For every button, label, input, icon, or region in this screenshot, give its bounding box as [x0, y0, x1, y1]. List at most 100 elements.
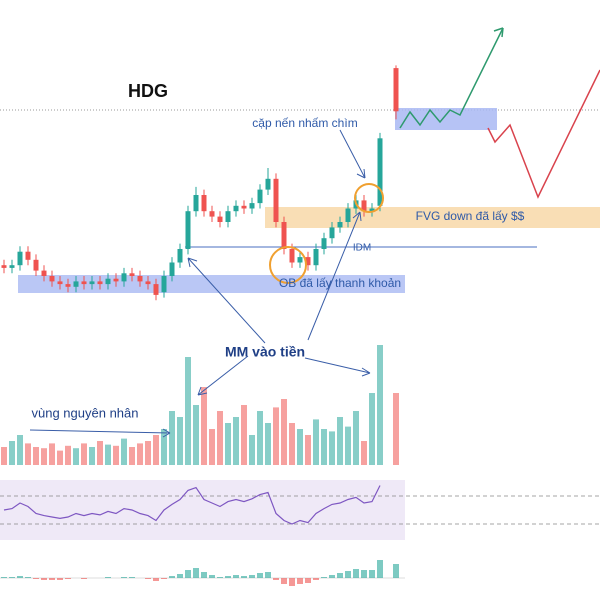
- volume-bar: [153, 435, 159, 465]
- macd-bar: [337, 573, 343, 578]
- candle-body: [57, 281, 63, 285]
- macd-bar: [81, 578, 87, 579]
- volume-bar: [209, 429, 215, 465]
- rsi-line: [3, 485, 381, 525]
- macd-bar: [297, 578, 303, 584]
- macd-bar: [201, 572, 207, 578]
- chart-title: HDG: [128, 81, 168, 101]
- macd-bar: [145, 578, 151, 579]
- macd-bar: [153, 578, 159, 581]
- volume-bar: [265, 423, 271, 465]
- macd-bar: [17, 576, 23, 578]
- candle-body: [41, 270, 47, 276]
- macd-bar: [265, 572, 271, 578]
- volume-bar: [257, 411, 263, 465]
- candle-body: [313, 249, 319, 266]
- macd-bar: [49, 578, 55, 580]
- macd-bar: [65, 578, 71, 579]
- candle-body: [9, 265, 15, 268]
- volume-bar: [233, 417, 239, 465]
- volume-bar: [33, 447, 39, 465]
- candle-body: [153, 284, 159, 295]
- volume-bar: [89, 447, 95, 465]
- volume-bar: [353, 411, 359, 465]
- volume-bar: [249, 435, 255, 465]
- macd-bar: [273, 578, 279, 580]
- volume-bar: [25, 443, 31, 465]
- volume-bar: [361, 441, 367, 465]
- volume-bar: [393, 393, 399, 465]
- macd-bar: [241, 576, 247, 578]
- candle-body: [161, 276, 167, 293]
- candle-body: [89, 281, 95, 285]
- candle-body: [281, 222, 287, 249]
- macd-bar: [329, 575, 335, 578]
- candle-body: [209, 211, 215, 217]
- volume-bar: [185, 357, 191, 465]
- macd-bar: [289, 578, 295, 586]
- annotation: vùng nguyên nhân: [32, 405, 139, 420]
- candle-body: [305, 257, 311, 266]
- macd-bar: [209, 575, 215, 578]
- macd-bar: [41, 578, 47, 580]
- macd-bar: [353, 569, 359, 578]
- macd-bar: [33, 578, 39, 579]
- macd-bar: [25, 577, 31, 578]
- candle-body: [201, 195, 207, 212]
- candle-body: [361, 200, 367, 212]
- candle-body: [121, 273, 127, 282]
- candle-body: [81, 281, 87, 285]
- macd-bar: [305, 578, 311, 583]
- macd-bar: [105, 577, 111, 578]
- macd-bar: [217, 577, 223, 578]
- candle-body: [265, 178, 271, 190]
- macd-bar: [281, 578, 287, 584]
- volume-bar: [329, 431, 335, 465]
- macd-bar: [185, 570, 191, 578]
- annotation: cặp nến nhấm chìm: [252, 116, 357, 130]
- volume-bar: [273, 407, 279, 465]
- candle-body: [97, 281, 103, 285]
- candle-body: [129, 273, 135, 276]
- volume-bar: [281, 399, 287, 465]
- macd-bar: [345, 571, 351, 578]
- candle-body: [137, 276, 143, 282]
- macd-bar: [369, 570, 375, 578]
- arrows: [29, 129, 371, 438]
- macd-bar: [321, 577, 327, 578]
- volume-bar: [193, 405, 199, 465]
- macd-bar: [57, 578, 63, 580]
- annotation: IDM: [353, 243, 371, 254]
- candle-body: [105, 278, 111, 285]
- candle-body: [217, 216, 223, 222]
- candle-body: [193, 195, 199, 212]
- macd-bar: [177, 574, 183, 578]
- candle-body: [273, 178, 279, 222]
- projection-arrowhead: [493, 27, 504, 38]
- macd-bar: [1, 577, 7, 578]
- volume-bar: [9, 441, 15, 465]
- volume-bar: [41, 448, 47, 465]
- candle-body: [225, 211, 231, 222]
- volume-bar: [297, 429, 303, 465]
- candle-body: [297, 257, 303, 263]
- volume-bar: [81, 443, 87, 465]
- macd-bar: [361, 570, 367, 578]
- candle-body: [321, 238, 327, 249]
- volume-bar: [49, 443, 55, 465]
- projection-up: [399, 27, 504, 129]
- macd-bar: [233, 575, 239, 578]
- candle-body: [233, 205, 239, 212]
- candle-body: [169, 262, 175, 276]
- volume-bar: [65, 445, 71, 465]
- candle-body: [1, 265, 7, 268]
- volume-bar: [145, 441, 151, 465]
- candle-body: [145, 281, 151, 285]
- volume-bar: [121, 438, 127, 465]
- volume-bar: [1, 447, 7, 465]
- candle-body: [257, 189, 263, 204]
- macd-bar: [169, 576, 175, 578]
- volume-bar: [161, 429, 167, 465]
- macd-bar: [313, 578, 319, 580]
